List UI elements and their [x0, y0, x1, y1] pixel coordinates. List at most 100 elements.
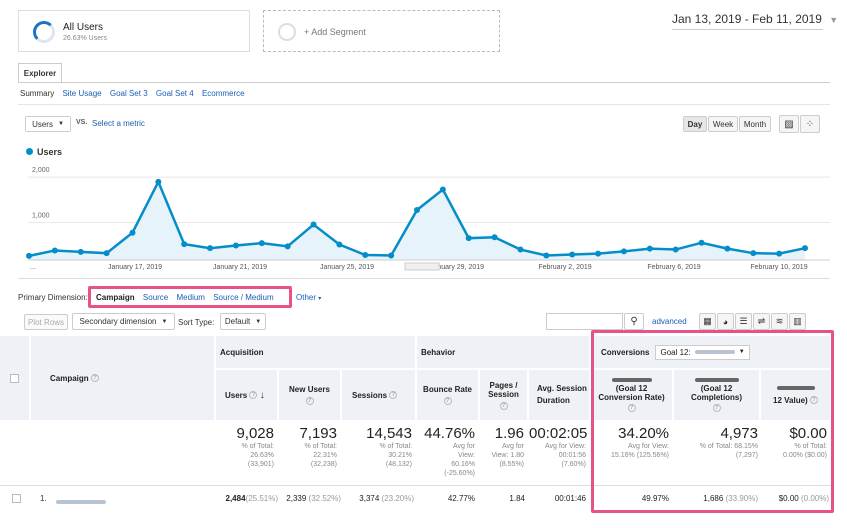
chevron-down-icon: ▼ — [57, 121, 64, 127]
scatter-chart-icon[interactable]: ⁘ — [800, 115, 820, 133]
x-tick-label: February 10, 2019 — [750, 264, 807, 271]
metric-select[interactable]: Users ▼ — [25, 116, 71, 132]
help-icon: ? — [627, 404, 636, 412]
cell-completions-value: 1,686 — [703, 494, 724, 503]
vs-label: VS. — [76, 119, 88, 126]
dimension-source-medium[interactable]: Source / Medium — [213, 293, 274, 302]
advanced-link[interactable]: advanced — [652, 317, 687, 326]
dimension-medium[interactable]: Medium — [176, 293, 205, 302]
date-range-picker[interactable]: Jan 13, 2019 - Feb 11, 2019 ▼ — [672, 12, 838, 26]
col-goal-completions[interactable]: (Goal 12 Completions) ? — [674, 370, 760, 421]
redacted-goal-name — [694, 378, 739, 382]
x-tick-label: January 17, 2019 — [108, 264, 162, 271]
cell-users-value: 2,484 — [225, 494, 246, 503]
col-bounce-rate[interactable]: Bounce Rate? — [417, 370, 479, 421]
week-button[interactable]: Week — [708, 116, 738, 132]
line-chart-icon[interactable]: ▨ — [779, 115, 799, 133]
total-cell: 00:02:05 Avg for View: 00:01:56 (7.60%) — [529, 425, 588, 469]
dimension-other[interactable]: Other ▾ — [296, 293, 321, 302]
tab-explorer-label: Explorer — [23, 68, 57, 78]
segment-all-users[interactable]: All Users 26.63% Users — [18, 10, 250, 52]
table-view-icon[interactable]: ▦ — [699, 313, 716, 330]
total-value: 7,193 — [299, 425, 337, 442]
dimension-campaign[interactable]: Campaign — [96, 293, 135, 302]
primary-dimension-label: Primary Dimension: — [18, 293, 88, 302]
col-new-users[interactable]: New Users? — [279, 370, 341, 421]
goal-select[interactable]: Goal 12: ▼ — [655, 344, 750, 360]
subtab-summary[interactable]: Summary — [20, 89, 55, 98]
total-subtext: View: — [458, 452, 475, 459]
month-button[interactable]: Month — [739, 116, 771, 132]
subtab-site-usage[interactable]: Site Usage — [62, 89, 102, 98]
help-icon: ? — [499, 401, 508, 410]
col-users[interactable]: Users ? ↓ — [216, 370, 278, 421]
total-subtext: 00:01:56 — [558, 452, 586, 459]
table-search-input[interactable] — [546, 313, 623, 330]
row-campaign-name[interactable] — [56, 496, 106, 506]
cell-goal-value-pct: (0.00%) — [800, 494, 829, 503]
legend-dot-icon — [26, 148, 33, 155]
day-button[interactable]: Day — [683, 116, 707, 132]
total-cell: 14,543% of Total: 30.21% (48,132) — [342, 425, 412, 469]
select-all-checkbox[interactable] — [10, 373, 19, 383]
total-value: 00:02:05 — [529, 425, 588, 442]
subtab-goal-set-3[interactable]: Goal Set 3 — [109, 89, 148, 98]
x-tick-label: February 6, 2019 — [647, 264, 700, 271]
cell-users: 2,484(25.51%) — [216, 494, 279, 503]
data-point — [698, 239, 705, 246]
data-point — [724, 245, 731, 252]
comparison-view-icon[interactable]: ⇌ — [753, 313, 770, 330]
term-cloud-icon[interactable]: ≋ — [771, 313, 788, 330]
sort-type-select[interactable]: Default ▼ — [220, 313, 266, 330]
subtab-goal-set-4[interactable]: Goal Set 4 — [155, 89, 194, 98]
add-segment-button[interactable]: + Add Segment — [263, 10, 500, 52]
col-conversion-rate-label: (Goal 12 Conversion Rate) — [598, 384, 665, 402]
search-icon[interactable]: ⚲ — [624, 313, 644, 330]
segment-donut-icon — [33, 21, 55, 43]
data-point — [155, 178, 162, 185]
subtabs: Summary Site Usage Goal Set 3 Goal Set 4… — [20, 89, 245, 98]
chevron-down-icon: ▾ — [318, 296, 322, 302]
col-value-label: 12 Value) — [773, 395, 808, 405]
chevron-down-icon: ▼ — [738, 349, 745, 355]
cell-new-users-pct: (32.52%) — [308, 494, 341, 503]
col-pages-session[interactable]: Pages / Session? — [480, 370, 528, 421]
total-subtext: View: 1.80 — [491, 452, 524, 459]
col-avg-session-duration[interactable]: Avg. Session Duration — [529, 370, 590, 421]
performance-view-icon[interactable]: ☰ — [735, 313, 752, 330]
total-value: $0.00 — [789, 425, 827, 442]
col-goal-value[interactable]: 12 Value) ? — [761, 370, 831, 421]
redacted-campaign-name — [56, 499, 106, 504]
segment-name: All Users — [63, 22, 104, 33]
col-sessions[interactable]: Sessions ? — [342, 370, 416, 421]
pie-view-icon[interactable]: ◕ — [717, 313, 734, 330]
table-row[interactable]: 1. 2,484(25.51%) 2,339 (32.52%) 3,374 (2… — [0, 486, 831, 512]
total-cell: 1.96 Avg for View: 1.80 (8.55%) — [480, 425, 524, 469]
users-line-chart: 2,000 1,000... January 17, 2019 January 21,… — [26, 167, 830, 271]
help-icon: ? — [249, 391, 258, 399]
data-point — [207, 245, 214, 252]
data-point — [232, 242, 239, 249]
tab-explorer[interactable]: Explorer — [18, 63, 62, 82]
total-subtext: (33,901) — [247, 461, 274, 468]
data-point — [310, 221, 317, 228]
data-point — [517, 246, 524, 253]
cell-sessions-pct: (23.20%) — [381, 494, 414, 503]
total-value: 34.20% — [618, 425, 669, 442]
select-metric-link[interactable]: Select a metric — [92, 119, 145, 128]
total-cell: 44.76% Avg for View: 60.16% (-25.60%) — [417, 425, 475, 478]
campaign-header[interactable]: Campaign ? — [31, 336, 215, 421]
row-checkbox[interactable] — [12, 494, 21, 503]
tab-divider — [18, 82, 830, 83]
col-goal-conversion-rate[interactable]: (Goal 12 Conversion Rate) ? — [591, 370, 673, 421]
total-subtext: 0.00% ($0.00) — [783, 452, 827, 459]
subtab-ecommerce[interactable]: Ecommerce — [201, 89, 245, 98]
data-point — [362, 252, 369, 258]
dimension-source[interactable]: Source — [142, 293, 169, 302]
pivot-view-icon[interactable]: ▥ — [789, 313, 806, 330]
chart-divider — [18, 278, 830, 279]
data-point — [776, 250, 783, 257]
total-subtext: (-25.60%) — [444, 470, 475, 477]
secondary-dimension-select[interactable]: Secondary dimension ▼ — [72, 313, 175, 330]
plot-rows-button[interactable]: Plot Rows — [24, 314, 68, 330]
